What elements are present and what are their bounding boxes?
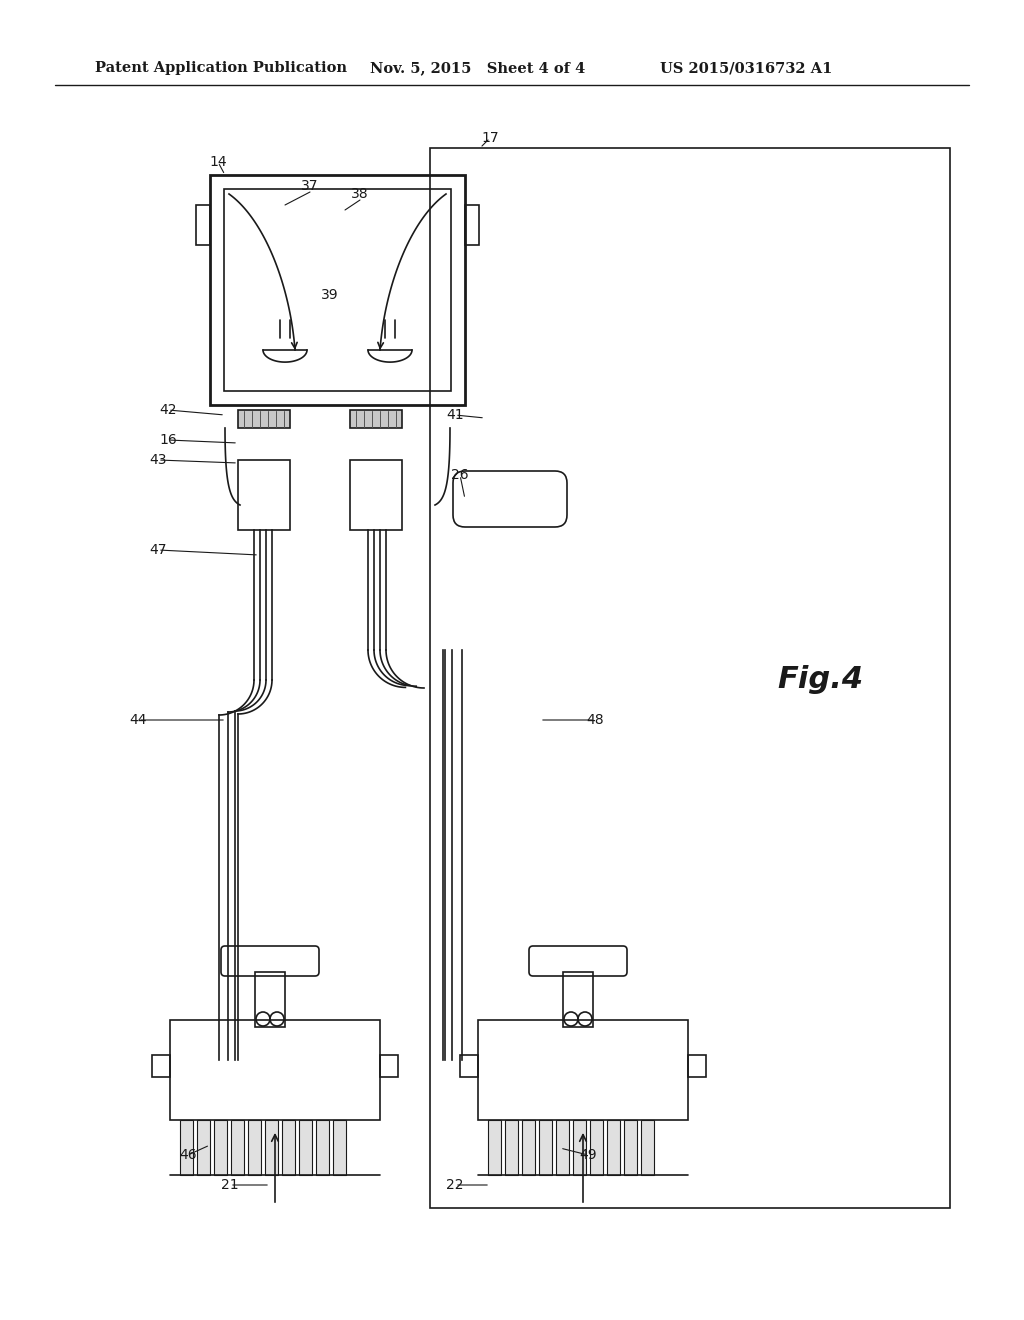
Bar [688,1055,706,1077]
Bar [214,1119,227,1175]
Bar [255,972,285,1027]
Bar [522,1119,535,1175]
Bar [152,1055,170,1077]
Bar [590,1119,603,1175]
Bar [238,459,290,531]
Bar [180,1119,193,1175]
Bar [563,972,593,1027]
Bar [350,411,402,428]
Text: 37: 37 [301,180,318,193]
Text: 46: 46 [179,1148,197,1162]
Bar [607,1119,620,1175]
Bar [465,205,479,246]
Bar [350,459,402,531]
Bar [430,148,950,1208]
Text: 22: 22 [446,1177,464,1192]
Text: 47: 47 [150,543,167,557]
Text: Nov. 5, 2015   Sheet 4 of 4: Nov. 5, 2015 Sheet 4 of 4 [370,61,586,75]
Bar [624,1119,637,1175]
Bar [170,1020,380,1119]
Bar [265,1119,278,1175]
Text: 17: 17 [481,131,499,145]
Bar [488,1119,501,1175]
Text: 16: 16 [159,433,177,447]
Bar [210,176,465,405]
Bar [238,411,290,428]
Bar [539,1119,552,1175]
Text: 44: 44 [129,713,146,727]
Bar [573,1119,586,1175]
Text: 26: 26 [452,469,469,482]
Text: 48: 48 [586,713,604,727]
Bar [282,1119,295,1175]
Text: 39: 39 [322,288,339,302]
Text: 21: 21 [221,1177,239,1192]
Text: 41: 41 [446,408,464,422]
Text: 43: 43 [150,453,167,467]
Bar [231,1119,244,1175]
Bar [478,1020,688,1119]
Text: 49: 49 [580,1148,597,1162]
Bar [197,1119,210,1175]
Text: 42: 42 [160,403,177,417]
Text: 14: 14 [209,154,226,169]
Bar [556,1119,569,1175]
Bar [460,1055,478,1077]
Text: 38: 38 [351,187,369,201]
Bar [505,1119,518,1175]
Text: US 2015/0316732 A1: US 2015/0316732 A1 [660,61,833,75]
Text: Fig.4: Fig.4 [777,665,863,694]
Text: Patent Application Publication: Patent Application Publication [95,61,347,75]
Bar [299,1119,312,1175]
Bar [248,1119,261,1175]
Bar [224,189,451,391]
Bar [333,1119,346,1175]
Bar [196,205,210,246]
Bar [641,1119,654,1175]
Bar [316,1119,329,1175]
Bar [380,1055,398,1077]
